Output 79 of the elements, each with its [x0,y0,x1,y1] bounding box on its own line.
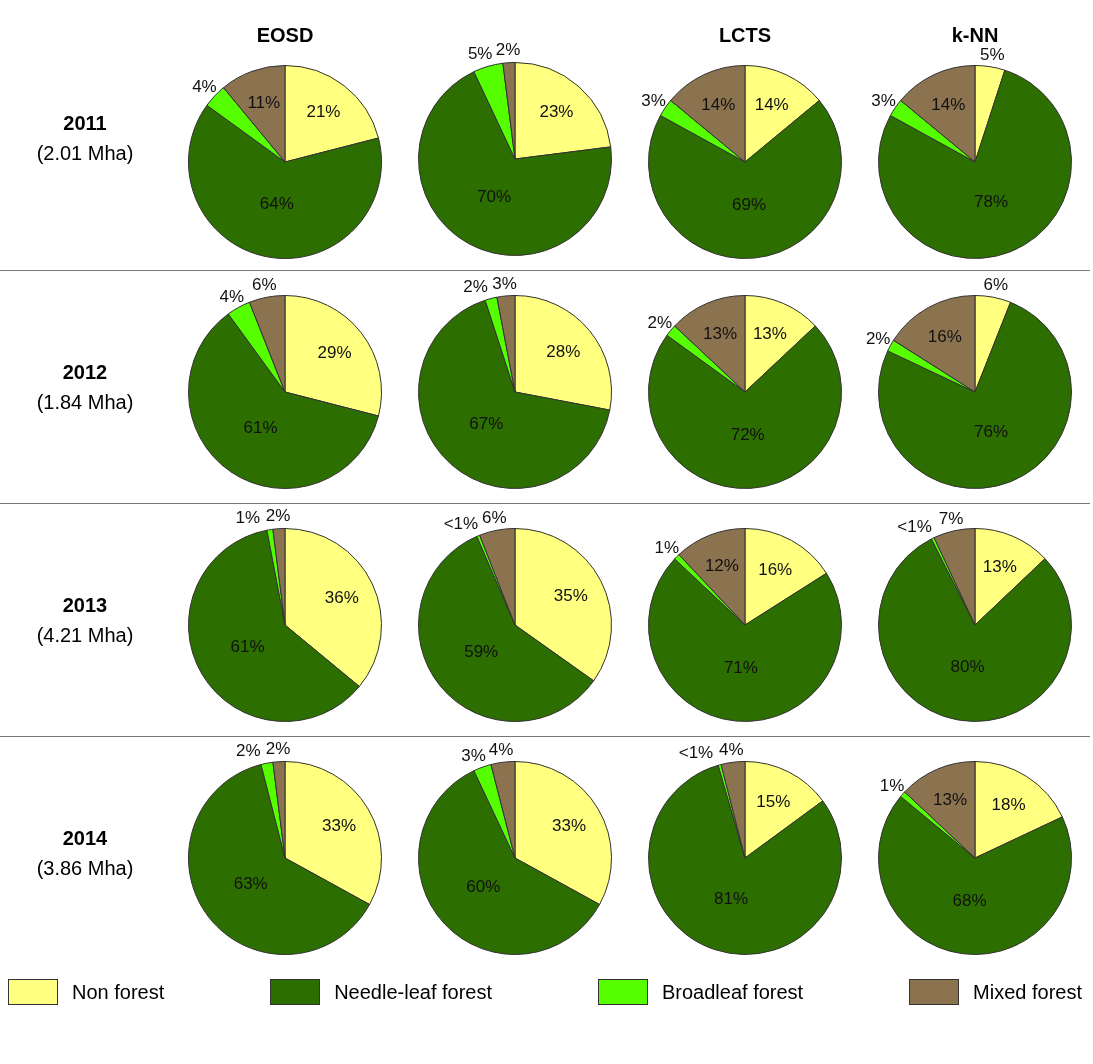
data-label: 6% [983,275,1008,295]
data-label: 2% [495,40,521,60]
data-label: <1% [678,743,714,762]
data-label: 1% [879,775,905,795]
data-label: 2% [647,312,673,332]
text: (2.01 Mha) [35,141,135,166]
data-label: 13% [933,790,968,810]
data-label: 16% [927,326,962,346]
data-label: 3% [492,273,517,293]
data-label: 14% [754,94,789,114]
data-label: 63% [233,874,268,894]
data-label: 3% [641,90,666,110]
legend-label: Broadleaf forest [661,980,804,1004]
data-label: 2% [865,329,891,349]
data-label: 6% [252,275,277,295]
data-label: 4% [718,740,744,760]
text: 2013 [61,593,109,618]
data-label: 5% [467,44,493,64]
chart-title: k-NN [951,23,999,46]
data-label: <1% [443,514,479,534]
data-label: 1% [235,507,260,527]
data-label: 78% [973,192,1008,212]
data-label: 71% [723,657,758,677]
text: (4.21 Mha) [35,623,135,648]
data-label: 16% [758,559,793,579]
data-label: 15% [756,791,791,811]
chart-title: LCTS [718,23,772,46]
data-label: 3% [871,90,896,110]
data-label: 23% [539,101,574,121]
data-label: 60% [466,877,501,897]
data-label: 81% [713,888,749,908]
data-label: 11% [247,92,281,112]
data-label: 2% [236,741,261,761]
data-label: 35% [553,585,588,605]
data-label: 6% [482,508,507,528]
data-label: 12% [704,556,739,576]
data-label: 18% [991,794,1026,814]
data-label: 80% [950,657,985,677]
data-label: 14% [931,94,966,114]
data-label: 33% [551,815,587,835]
data-label: 4% [219,286,245,306]
data-label: 64% [259,194,294,214]
data-label: 61% [230,636,265,656]
data-label: 29% [317,343,352,363]
data-label: 4% [192,77,217,97]
legend-label: Mixed forest [973,980,1082,1004]
data-label: 2% [463,276,488,296]
data-label: 68% [952,890,987,910]
data-label: 4% [488,740,514,760]
text: 2011 [62,111,108,136]
data-label: 13% [752,324,787,344]
data-label: 7% [938,508,964,528]
data-label: 2% [265,506,291,526]
legend-label: Needle-leaf forest [334,980,493,1004]
data-label: 72% [730,425,765,445]
data-label: 36% [324,587,359,607]
legend-label: Non forest [72,980,165,1004]
data-label: 67% [469,414,504,434]
data-label: 2% [265,739,291,759]
data-label: 76% [973,422,1008,442]
data-label: 61% [243,417,278,437]
data-label: 28% [546,341,581,361]
data-label: 33% [321,815,357,835]
text: 2014 [61,826,109,851]
data-label: 14% [701,94,736,114]
data-label: 21% [306,102,341,122]
data-label: 13% [982,557,1017,577]
chart-title: EOSD [256,23,314,46]
data-label: 3% [461,745,486,765]
text: 2012 [61,360,109,385]
text: (1.84 Mha) [35,390,135,415]
text: (3.86 Mha) [35,856,135,881]
data-label: 59% [464,641,499,661]
data-label: 13% [703,324,738,344]
data-label: <1% [897,517,932,537]
data-label: 1% [654,537,680,557]
data-label: 5% [980,44,1005,64]
data-label: 70% [477,186,512,206]
data-label: 69% [732,194,767,214]
